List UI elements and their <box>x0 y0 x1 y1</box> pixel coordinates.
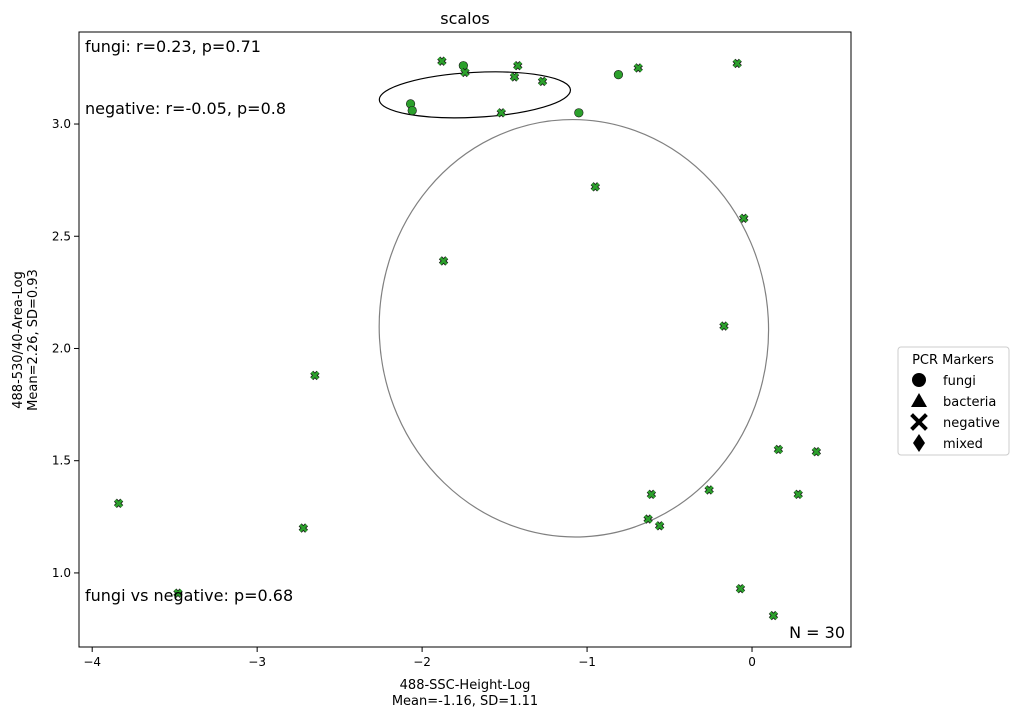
y-tick-label: 1.0 <box>52 566 71 580</box>
x-tick-label: −2 <box>413 655 431 669</box>
plot-area <box>78 31 852 648</box>
negative-point <box>496 108 506 118</box>
negative-point <box>811 447 822 457</box>
fungi-point <box>613 70 624 80</box>
sample-count-label: N = 30 <box>789 623 845 642</box>
x-tick-label: −4 <box>83 655 101 669</box>
x-axis-stats: Mean=-1.16, SD=1.11 <box>392 694 538 709</box>
y-tick-label: 1.5 <box>52 454 71 468</box>
legend-triangle-marker <box>911 393 927 407</box>
legend-title: PCR Markers <box>912 353 994 368</box>
legend-entry-fungi: fungi <box>943 374 976 389</box>
negative-point <box>590 182 601 192</box>
x-tick-label: −1 <box>578 655 596 669</box>
negative-point <box>793 489 803 500</box>
chart-title: scalos <box>440 9 490 28</box>
negative-correlation-annotation: negative: r=-0.05, p=0.8 <box>85 99 286 118</box>
negative-point <box>732 58 742 69</box>
negative-point <box>537 76 548 87</box>
negative-point <box>298 523 309 533</box>
negative-point <box>438 256 449 266</box>
axes-frame <box>78 31 852 648</box>
negative-point <box>113 498 124 509</box>
x-tick-label: −3 <box>248 655 266 669</box>
fungi-point <box>407 105 417 116</box>
x-tick-label: 0 <box>748 655 756 669</box>
negative-point <box>509 72 520 82</box>
fungi-confidence-ellipse <box>378 71 572 119</box>
negative-point <box>513 60 523 71</box>
y-axis-label: 488-530/40-Area-Log <box>11 271 26 408</box>
negative-point <box>735 583 746 594</box>
fungi-correlation-annotation: fungi: r=0.23, p=0.71 <box>85 37 261 56</box>
negative-point <box>739 213 749 223</box>
y-tick-label: 3.0 <box>52 117 71 131</box>
negative-point <box>633 63 643 73</box>
legend: PCR Markers fungi bacteria negative mixe… <box>897 346 1010 456</box>
marker-layer <box>113 56 822 621</box>
negative-point <box>646 489 657 500</box>
x-axis-label: 488-SSC-Height-Log <box>400 678 531 693</box>
negative-point <box>460 67 470 78</box>
group-comparison-annotation: fungi vs negative: p=0.68 <box>85 586 293 605</box>
negative-point <box>173 588 183 598</box>
negative-point <box>643 514 653 524</box>
ellipse-layer <box>378 71 770 538</box>
fungi-point <box>574 108 584 118</box>
legend-entry-negative: negative <box>943 416 1000 431</box>
y-axis-ticks: 1.0 1.5 2.0 2.5 3.0 <box>52 117 79 580</box>
legend-entry-mixed: mixed <box>943 437 983 452</box>
legend-x-marker <box>910 413 928 431</box>
negative-point <box>768 610 779 621</box>
negative-point <box>654 521 665 531</box>
negative-point <box>773 444 784 455</box>
legend-diamond-marker <box>913 434 925 452</box>
negative-point <box>719 321 729 331</box>
x-axis-ticks: −4 −3 −2 −1 0 <box>83 647 756 669</box>
y-tick-label: 2.0 <box>52 341 71 355</box>
negative-point <box>704 485 714 495</box>
negative-point <box>437 56 447 66</box>
legend-entry-bacteria: bacteria <box>943 395 996 410</box>
legend-circle-marker <box>912 373 926 387</box>
y-tick-label: 2.5 <box>52 229 71 243</box>
negative-confidence-ellipse <box>378 118 770 538</box>
negative-point <box>310 370 320 381</box>
y-axis-stats: Mean=2.26, SD=0.93 <box>26 269 41 411</box>
